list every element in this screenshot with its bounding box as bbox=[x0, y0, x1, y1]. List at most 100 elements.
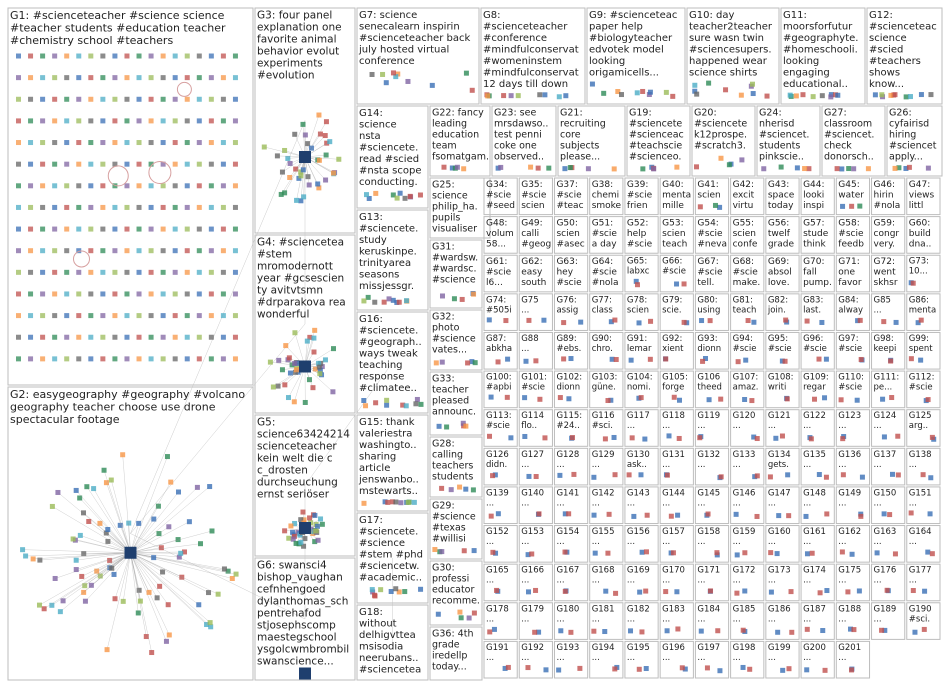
vertex-node[interactable] bbox=[16, 269, 21, 275]
group-cell-g158[interactable]: G158... bbox=[694, 525, 730, 563]
vertex-node[interactable] bbox=[697, 204, 703, 210]
vertex-node[interactable] bbox=[405, 499, 411, 505]
group-cell-g194[interactable]: G194... bbox=[589, 640, 624, 679]
vertex-node[interactable] bbox=[149, 650, 155, 656]
vertex-node[interactable] bbox=[893, 319, 899, 325]
vertex-node[interactable] bbox=[184, 334, 190, 340]
vertex-node[interactable] bbox=[393, 74, 399, 80]
vertex-node[interactable] bbox=[490, 549, 496, 555]
vertex-node[interactable] bbox=[882, 627, 888, 633]
vertex-node[interactable] bbox=[64, 96, 70, 102]
vertex-node[interactable] bbox=[439, 359, 445, 365]
vertex-node[interactable] bbox=[471, 548, 477, 554]
vertex-node[interactable] bbox=[768, 589, 774, 595]
vertex-node[interactable] bbox=[292, 131, 298, 137]
vertex-node[interactable] bbox=[566, 511, 572, 517]
group-cell-g149[interactable]: G149... bbox=[835, 486, 871, 525]
vertex-node[interactable] bbox=[789, 629, 795, 635]
vertex-node[interactable] bbox=[81, 551, 87, 557]
vertex-node[interactable] bbox=[674, 589, 680, 595]
vertex-node[interactable] bbox=[49, 602, 55, 608]
vertex-node[interactable] bbox=[461, 548, 467, 554]
vertex-node[interactable] bbox=[184, 269, 190, 275]
vertex-node[interactable] bbox=[124, 183, 130, 189]
vertex-node[interactable] bbox=[178, 550, 184, 556]
group-cell-g112[interactable]: G112:#scie bbox=[906, 370, 941, 409]
group-cell-g139[interactable]: G139... bbox=[483, 486, 518, 525]
vertex-node[interactable] bbox=[840, 436, 846, 442]
vertex-node[interactable] bbox=[495, 165, 501, 171]
group-cell-g186[interactable]: G186... bbox=[765, 602, 800, 640]
vertex-node[interactable] bbox=[20, 547, 26, 553]
vertex-node[interactable] bbox=[276, 357, 282, 363]
vertex-node[interactable] bbox=[166, 524, 172, 530]
vertex-node[interactable] bbox=[436, 423, 442, 429]
vertex-node[interactable] bbox=[160, 248, 166, 254]
vertex-node[interactable] bbox=[881, 511, 887, 517]
vertex-node[interactable] bbox=[196, 53, 202, 59]
vertex-node[interactable] bbox=[819, 93, 825, 99]
group-cell-g195[interactable]: G195... bbox=[624, 640, 659, 679]
group-cell-g157[interactable]: G157... bbox=[659, 525, 694, 563]
vertex-node[interactable] bbox=[220, 334, 226, 340]
vertex-node[interactable] bbox=[292, 369, 298, 375]
vertex-node[interactable] bbox=[705, 511, 711, 517]
vertex-node[interactable] bbox=[738, 92, 744, 98]
vertex-node[interactable] bbox=[304, 338, 310, 344]
group-cell-g173[interactable]: G173... bbox=[765, 563, 800, 602]
vertex-node[interactable] bbox=[160, 53, 166, 59]
vertex-node[interactable] bbox=[508, 93, 514, 99]
vertex-node[interactable] bbox=[316, 360, 322, 366]
vertex-node[interactable] bbox=[859, 474, 865, 480]
vertex-node[interactable] bbox=[175, 489, 181, 495]
vertex-node[interactable] bbox=[642, 436, 648, 442]
vertex-node[interactable] bbox=[172, 183, 178, 189]
vertex-node[interactable] bbox=[788, 589, 794, 595]
vertex-node[interactable] bbox=[525, 665, 531, 671]
vertex-node[interactable] bbox=[400, 402, 406, 408]
vertex-node[interactable] bbox=[208, 334, 214, 340]
vertex-node[interactable] bbox=[643, 549, 649, 555]
vertex-node[interactable] bbox=[471, 610, 477, 616]
vertex-node[interactable] bbox=[100, 334, 106, 340]
vertex-node[interactable] bbox=[522, 395, 528, 401]
vertex-node[interactable] bbox=[124, 75, 130, 81]
vertex-node[interactable] bbox=[887, 512, 893, 518]
vertex-node[interactable] bbox=[220, 53, 226, 59]
group-cell-g146[interactable]: G146... bbox=[730, 486, 765, 525]
group-cell-g129[interactable]: G129... bbox=[589, 447, 624, 486]
vertex-node[interactable] bbox=[718, 155, 724, 161]
vertex-node[interactable] bbox=[750, 91, 756, 97]
vertex-node[interactable] bbox=[52, 75, 58, 81]
vertex-node[interactable] bbox=[279, 367, 285, 373]
vertex-node[interactable] bbox=[747, 666, 753, 672]
vertex-node[interactable] bbox=[644, 512, 650, 518]
vertex-node[interactable] bbox=[363, 403, 369, 409]
group-cell-g54[interactable]: G54:#scie#neva bbox=[694, 216, 730, 254]
vertex-node[interactable] bbox=[613, 590, 619, 596]
vertex-node[interactable] bbox=[274, 153, 280, 159]
vertex-node[interactable] bbox=[105, 538, 111, 544]
vertex-node[interactable] bbox=[908, 356, 914, 362]
vertex-node[interactable] bbox=[910, 588, 916, 594]
vertex-node[interactable] bbox=[316, 364, 322, 370]
vertex-node[interactable] bbox=[28, 183, 34, 189]
vertex-node[interactable] bbox=[535, 165, 541, 171]
vertex-node[interactable] bbox=[73, 567, 79, 573]
vertex-node[interactable] bbox=[148, 75, 154, 81]
vertex-node[interactable] bbox=[578, 319, 584, 325]
vertex-node[interactable] bbox=[290, 536, 296, 542]
group-cell-g15[interactable]: G15: thankvaleriestrawashingto..sharinga… bbox=[356, 414, 429, 512]
group-cell-g84[interactable]: G84:alway bbox=[835, 293, 871, 331]
vertex-node[interactable] bbox=[322, 133, 328, 139]
vertex-node[interactable] bbox=[261, 144, 267, 150]
vertex-node[interactable] bbox=[40, 75, 46, 81]
vertex-node[interactable] bbox=[112, 334, 118, 340]
vertex-node[interactable] bbox=[112, 356, 118, 362]
vertex-node[interactable] bbox=[608, 319, 614, 325]
vertex-node[interactable] bbox=[571, 471, 577, 477]
